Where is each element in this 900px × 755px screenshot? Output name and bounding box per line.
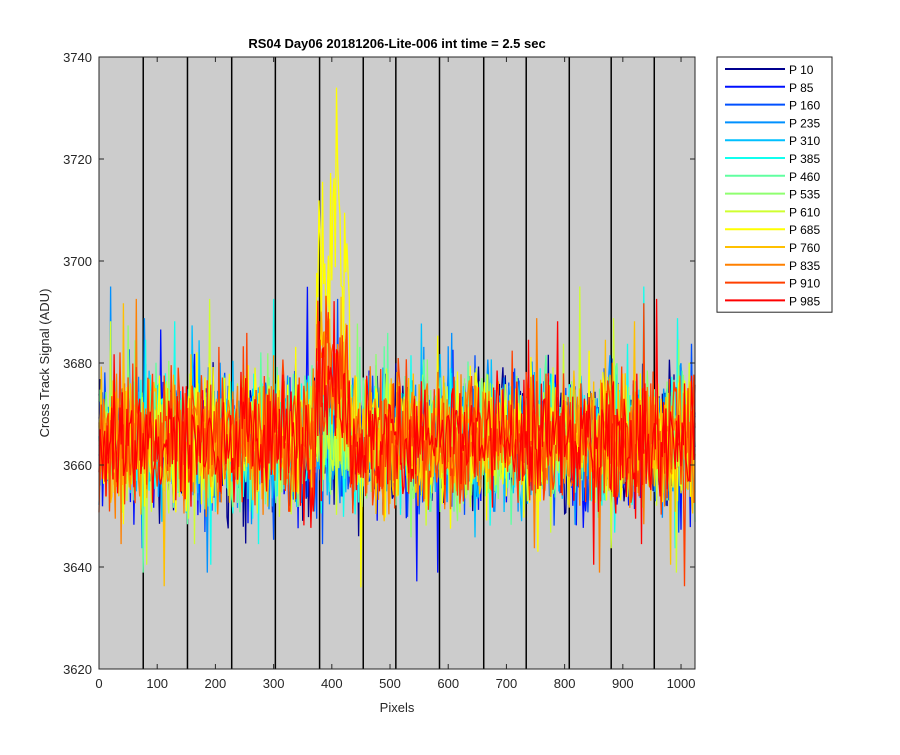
legend-entry-label: P 10 (789, 63, 814, 77)
y-axis-label: Cross Track Signal (ADU) (37, 289, 52, 438)
x-axis-label: Pixels (380, 700, 415, 715)
x-tick-label: 700 (496, 676, 518, 691)
legend-entry-label: P 685 (789, 223, 820, 237)
legend-entry-label: P 835 (789, 259, 820, 273)
y-tick-label: 3700 (63, 254, 92, 269)
legend-entry-label: P 235 (789, 116, 820, 130)
legend-entry-label: P 460 (789, 170, 820, 184)
x-tick-label: 1000 (667, 676, 696, 691)
x-tick-label: 600 (437, 676, 459, 691)
x-tick-label: 400 (321, 676, 343, 691)
legend-box (716, 56, 833, 313)
legend-entry-label: P 610 (789, 205, 820, 219)
y-tick-label: 3660 (63, 458, 92, 473)
y-tick-label: 3740 (63, 50, 92, 65)
legend-entry-label: P 760 (789, 241, 820, 255)
legend-entry-label: P 535 (789, 188, 820, 202)
x-tick-label: 300 (263, 676, 285, 691)
legend-entry-label: P 160 (789, 99, 820, 113)
legend-entry-label: P 310 (789, 134, 820, 148)
legend-entry-label: P 85 (789, 81, 814, 95)
y-tick-label: 3620 (63, 662, 92, 677)
legend-entry-label: P 910 (789, 277, 820, 291)
x-tick-label: 900 (612, 676, 634, 691)
series-line-p-910 (98, 295, 696, 587)
x-tick-label: 500 (379, 676, 401, 691)
legend-entry-label: P 385 (789, 152, 820, 166)
y-tick-label: 3680 (63, 356, 92, 371)
legend-entry-label: P 985 (789, 294, 820, 308)
x-tick-label: 800 (554, 676, 576, 691)
x-tick-label: 0 (95, 676, 102, 691)
y-tick-label: 3640 (63, 560, 92, 575)
legend: P 10 P 85 P 160 P 235 P 310 P 385 P 460 P 535 P … (716, 56, 833, 313)
y-tick-label: 3720 (63, 152, 92, 167)
x-tick-label: 200 (205, 676, 227, 691)
chart-title: RS04 Day06 20181206-Lite-006 int time = … (248, 36, 545, 51)
x-tick-label: 100 (146, 676, 168, 691)
series-line-p-985 (98, 298, 696, 565)
